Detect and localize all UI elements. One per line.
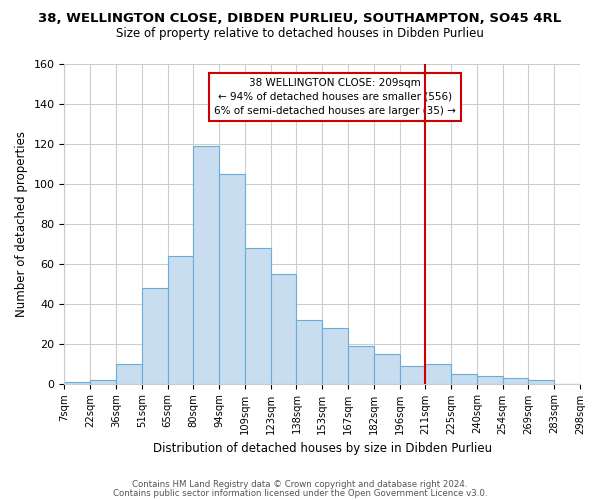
Bar	[477, 376, 503, 384]
Bar	[322, 328, 348, 384]
Bar	[142, 288, 167, 384]
Bar	[271, 274, 296, 384]
X-axis label: Distribution of detached houses by size in Dibden Purlieu: Distribution of detached houses by size …	[152, 442, 492, 455]
Bar	[451, 374, 477, 384]
Text: 38 WELLINGTON CLOSE: 209sqm
← 94% of detached houses are smaller (556)
6% of sem: 38 WELLINGTON CLOSE: 209sqm ← 94% of det…	[214, 78, 456, 116]
Bar	[193, 146, 219, 384]
Text: Contains public sector information licensed under the Open Government Licence v3: Contains public sector information licen…	[113, 488, 487, 498]
Text: Contains HM Land Registry data © Crown copyright and database right 2024.: Contains HM Land Registry data © Crown c…	[132, 480, 468, 489]
Bar	[503, 378, 529, 384]
Bar	[529, 380, 554, 384]
Bar	[116, 364, 142, 384]
Bar	[167, 256, 193, 384]
Bar	[400, 366, 425, 384]
Bar	[90, 380, 116, 384]
Bar	[245, 248, 271, 384]
Bar	[348, 346, 374, 384]
Bar	[425, 364, 451, 384]
Y-axis label: Number of detached properties: Number of detached properties	[15, 131, 28, 317]
Bar	[219, 174, 245, 384]
Text: 38, WELLINGTON CLOSE, DIBDEN PURLIEU, SOUTHAMPTON, SO45 4RL: 38, WELLINGTON CLOSE, DIBDEN PURLIEU, SO…	[38, 12, 562, 26]
Bar	[374, 354, 400, 384]
Text: Size of property relative to detached houses in Dibden Purlieu: Size of property relative to detached ho…	[116, 28, 484, 40]
Bar	[64, 382, 90, 384]
Bar	[296, 320, 322, 384]
